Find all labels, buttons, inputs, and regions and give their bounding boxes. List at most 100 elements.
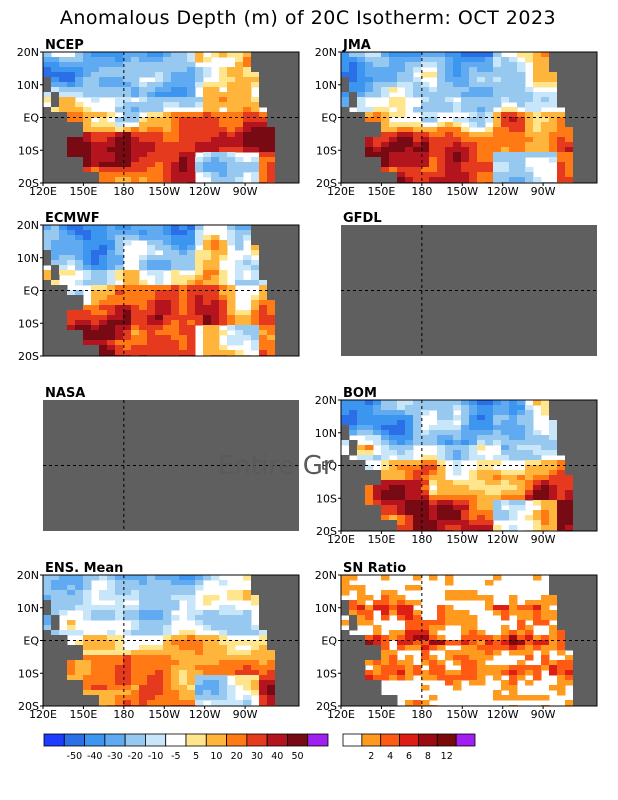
- panel-map: [341, 575, 597, 706]
- y-tick-label: 20N: [315, 569, 337, 582]
- y-tick-label: 10S: [316, 144, 337, 157]
- panel-map: [43, 52, 299, 183]
- x-tick-label: 120W: [487, 533, 519, 546]
- colorbar-sn-ratio: 2 4 6 8 12: [342, 733, 476, 762]
- panel-title: NCEP: [45, 38, 84, 53]
- x-tick-label: 120W: [189, 708, 221, 721]
- panel-map: [43, 225, 299, 356]
- colorbar-swatch: [226, 733, 248, 747]
- y-tick-label: 10N: [17, 79, 39, 92]
- x-tick-label: 180: [113, 185, 134, 198]
- y-tick-label: 20N: [315, 46, 337, 59]
- panel-title: NASA: [45, 386, 85, 401]
- colorbar-swatch: [399, 733, 419, 747]
- x-tick-label: 90W: [531, 185, 556, 198]
- x-tick-label: 90W: [531, 708, 556, 721]
- x-tick-label: 120W: [189, 185, 221, 198]
- x-tick-label: 180: [113, 708, 134, 721]
- colorbar-swatch: [165, 733, 187, 747]
- colorbar-swatch: [84, 733, 106, 747]
- y-tick-label: 20S: [18, 350, 39, 363]
- y-tick-label: EQ: [321, 460, 337, 473]
- colorbar-label: -20: [128, 751, 144, 762]
- x-tick-label: 90W: [531, 533, 556, 546]
- colorbar-swatch: [63, 733, 85, 747]
- y-tick-label: EQ: [23, 285, 39, 298]
- colorbar-label: 8: [425, 751, 431, 762]
- x-tick-label: 90W: [233, 708, 258, 721]
- y-tick-label: 20N: [17, 569, 39, 582]
- colorbar-swatch: [43, 733, 65, 747]
- colorbar-label: 6: [406, 751, 412, 762]
- watermark-text: Entire Gr: [218, 451, 334, 481]
- panel-title: GFDL: [343, 211, 382, 226]
- colorbar-anomaly: -50 -40 -30 -20 -10 -5 5 10 20 30 40 50: [43, 733, 329, 762]
- x-tick-label: 120W: [487, 185, 519, 198]
- colorbar-label: -30: [107, 751, 123, 762]
- y-tick-label: 20S: [316, 177, 337, 190]
- colorbar-swatch: [145, 733, 167, 747]
- colorbar-label: 2: [368, 751, 374, 762]
- colorbar-label: -10: [148, 751, 164, 762]
- colorbar-swatch: [246, 733, 268, 747]
- y-tick-label: 20N: [17, 46, 39, 59]
- y-tick-label: 10N: [17, 602, 39, 615]
- x-tick-label: 150W: [148, 185, 180, 198]
- colorbar-label: -50: [67, 751, 83, 762]
- y-tick-label: 10S: [18, 317, 39, 330]
- y-tick-label: EQ: [23, 112, 39, 125]
- panel-gfdl: GFDL: [341, 211, 597, 356]
- y-tick-label: 20N: [17, 219, 39, 232]
- colorbar-label: 50: [292, 751, 304, 762]
- x-tick-label: 150E: [367, 533, 395, 546]
- x-tick-label: 120E: [327, 708, 355, 721]
- colorbar-label: 4: [387, 751, 393, 762]
- y-tick-label: 10S: [316, 492, 337, 505]
- x-tick-label: 150W: [446, 708, 478, 721]
- x-tick-label: 120E: [327, 533, 355, 546]
- x-tick-label: 150E: [69, 185, 97, 198]
- x-tick-label: 150E: [367, 708, 395, 721]
- x-tick-label: 90W: [233, 185, 258, 198]
- x-tick-label: 150E: [69, 708, 97, 721]
- y-tick-label: 20S: [316, 700, 337, 713]
- x-tick-label: 180: [411, 533, 432, 546]
- y-tick-label: 20S: [18, 177, 39, 190]
- panel-title: BOM: [343, 386, 377, 401]
- colorbar-label: 10: [210, 751, 222, 762]
- colorbar-swatch: [455, 733, 476, 747]
- x-tick-label: 180: [411, 185, 432, 198]
- figure-title: Anomalous Depth (m) of 20C Isotherm: OCT…: [60, 7, 556, 29]
- x-tick-label: 120E: [29, 708, 57, 721]
- x-tick-label: 150W: [446, 533, 478, 546]
- colorbar-label: 40: [271, 751, 283, 762]
- colorbar-label: 12: [441, 751, 453, 762]
- colorbar-swatch: [361, 733, 382, 747]
- colorbar-swatch: [307, 733, 329, 747]
- colorbar-swatch: [436, 733, 457, 747]
- panel-title: JMA: [342, 38, 371, 53]
- colorbar-swatch: [418, 733, 438, 747]
- colorbar-swatch: [205, 733, 227, 747]
- y-tick-label: 10S: [316, 667, 337, 680]
- x-tick-label: 120E: [327, 185, 355, 198]
- colorbar-swatch: [342, 733, 363, 747]
- y-tick-label: 10S: [18, 144, 39, 157]
- y-tick-label: 20S: [316, 525, 337, 538]
- colorbar-swatch: [185, 733, 207, 747]
- y-tick-label: EQ: [321, 112, 337, 125]
- panel-map: [43, 575, 299, 706]
- x-tick-label: 180: [411, 708, 432, 721]
- y-tick-label: 10N: [315, 602, 337, 615]
- colorbar-label: -40: [87, 751, 103, 762]
- y-tick-label: 20S: [18, 700, 39, 713]
- colorbar-swatch: [380, 733, 400, 747]
- y-tick-label: 10S: [18, 667, 39, 680]
- x-tick-label: 120E: [29, 185, 57, 198]
